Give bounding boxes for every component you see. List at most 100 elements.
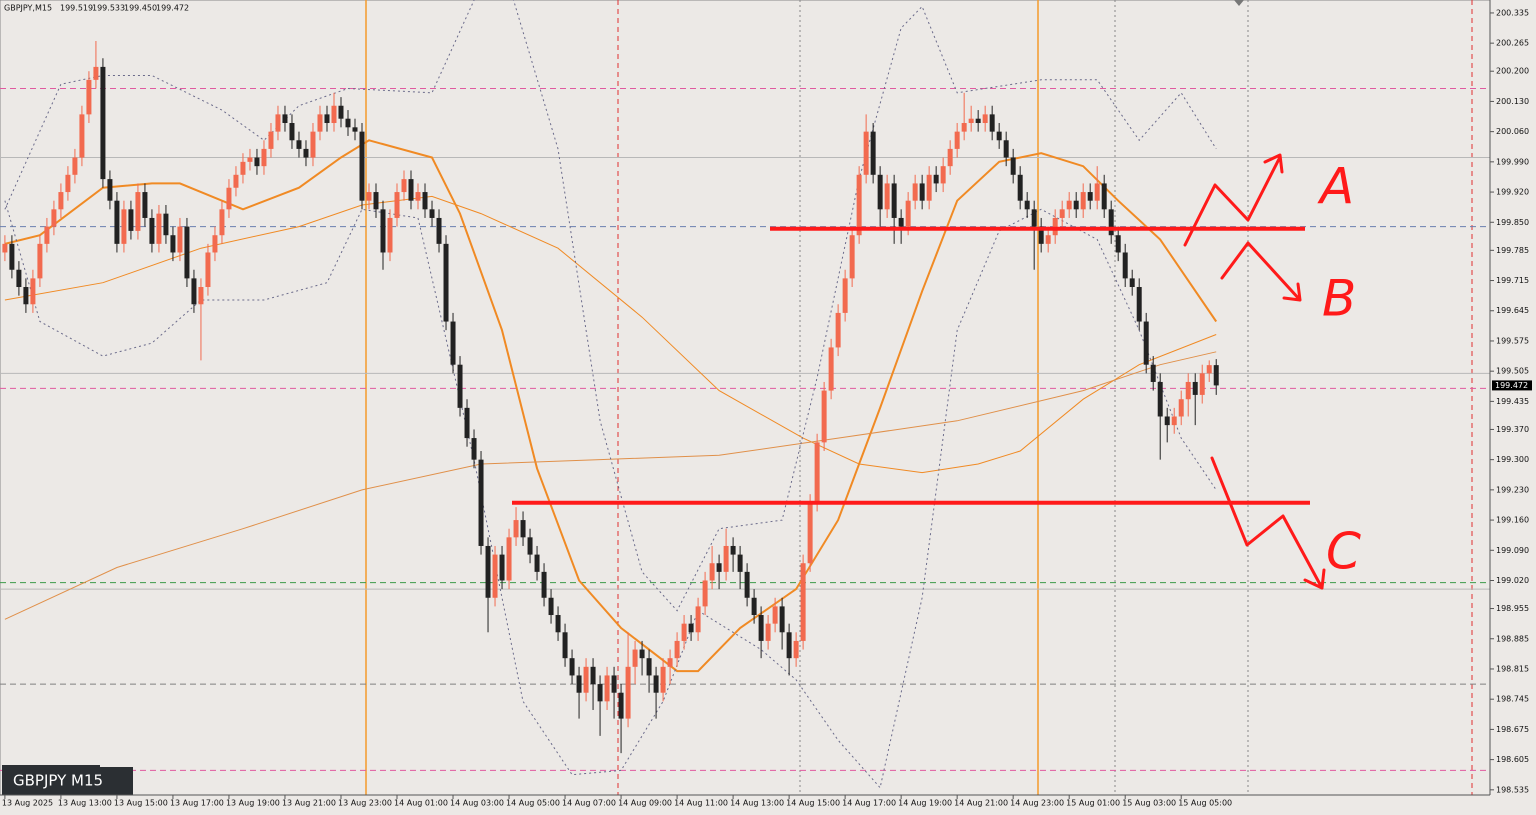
candle-body	[821, 390, 827, 443]
candle-body	[331, 105, 337, 124]
x-tick-label: 14 Aug 03:00	[450, 799, 504, 808]
indicator-line	[4, 195, 1217, 474]
candle-body	[975, 118, 981, 124]
time-axis-bg	[0, 795, 1490, 815]
candle-body	[1108, 209, 1114, 236]
candle-body	[968, 118, 974, 124]
y-tick-label: 199.435	[1496, 397, 1529, 406]
x-tick-label: 13 Aug 21:00	[282, 799, 336, 808]
candle-body	[79, 114, 85, 158]
candle-body	[93, 66, 99, 80]
candle-body	[387, 217, 393, 253]
candle-body	[765, 623, 771, 641]
y-tick-label: 200.335	[1496, 8, 1529, 17]
candle-body	[1206, 365, 1212, 374]
x-tick-label: 14 Aug 11:00	[674, 799, 728, 808]
candle-body	[919, 183, 925, 201]
candle-body	[51, 209, 57, 227]
y-tick-label: 200.265	[1496, 39, 1529, 48]
candle-body	[618, 692, 624, 719]
candle-body	[632, 649, 638, 667]
candle-body	[464, 407, 470, 439]
candle-body	[23, 287, 29, 305]
candle-body	[744, 571, 750, 598]
candle-body	[198, 287, 204, 305]
candle-body	[814, 442, 820, 503]
candle-body	[940, 166, 946, 184]
objects	[0, 87, 1490, 771]
candle-body	[849, 235, 855, 279]
candle-body	[513, 520, 519, 538]
candle-body	[1031, 209, 1037, 227]
candle-body	[555, 615, 561, 633]
candle-body	[1199, 373, 1205, 395]
candle-body	[37, 243, 43, 279]
candle-body	[471, 438, 477, 460]
candle-body	[219, 209, 225, 236]
candle-body	[142, 192, 148, 218]
candle-body	[345, 118, 351, 128]
candle-body	[835, 312, 841, 348]
candle-body	[1052, 217, 1058, 236]
candle-body	[548, 597, 554, 616]
candle-body	[842, 278, 848, 313]
candle-body	[450, 321, 456, 365]
y-tick-label: 199.505	[1496, 367, 1529, 376]
x-tick-label: 13 Aug 2025	[2, 799, 53, 808]
candle-body	[401, 179, 407, 193]
x-tick-label: 14 Aug 21:00	[954, 799, 1008, 808]
x-tick-label: 14 Aug 05:00	[506, 799, 560, 808]
candle-body	[681, 623, 687, 641]
candle-body	[485, 545, 491, 598]
candle-body	[499, 554, 505, 581]
candle-body	[884, 183, 890, 210]
price-axis-bg	[1490, 0, 1536, 815]
candle-body	[86, 79, 92, 115]
candle-body	[261, 148, 267, 167]
candle-body	[128, 209, 134, 231]
y-tick-label: 199.645	[1496, 306, 1529, 315]
candle-body	[856, 174, 862, 236]
x-tick-label: 14 Aug 15:00	[786, 799, 840, 808]
y-tick-label: 198.955	[1496, 604, 1529, 613]
drawings: A B C	[512, 153, 1361, 590]
candle-body	[1185, 381, 1191, 400]
candle-body	[44, 226, 50, 244]
candle-body	[226, 187, 232, 210]
candle-body	[1143, 321, 1149, 365]
candle-body	[807, 502, 813, 564]
ohlc-open: 199.519	[60, 4, 93, 13]
x-tick-label: 15 Aug 05:00	[1178, 799, 1232, 808]
candle-body	[205, 252, 211, 288]
ohlc-high: 199.533	[92, 4, 125, 13]
candle-body	[1150, 364, 1156, 382]
candle-body	[296, 140, 302, 149]
candle-body	[30, 278, 36, 305]
candle-body	[275, 114, 281, 132]
candle-body	[1136, 287, 1142, 322]
arrow-b	[1220, 241, 1302, 302]
candle-body	[576, 675, 582, 693]
candle-body	[443, 243, 449, 322]
x-tick-label: 14 Aug 13:00	[730, 799, 784, 808]
y-tick-label: 200.200	[1496, 67, 1529, 76]
x-tick-label: 13 Aug 13:00	[58, 799, 112, 808]
candle-body	[1024, 200, 1030, 210]
candle-body	[457, 364, 463, 408]
candle-body	[1171, 416, 1177, 426]
candle-body	[282, 114, 288, 124]
y-tick-label: 200.130	[1496, 97, 1529, 106]
y-tick-label: 199.920	[1496, 188, 1529, 197]
y-tick-label: 199.090	[1496, 546, 1529, 555]
candle-body	[1017, 174, 1023, 201]
candle-body	[709, 563, 715, 581]
indicator-line	[4, 351, 1217, 620]
candle-body	[527, 537, 533, 555]
candle-body	[338, 105, 344, 119]
x-tick-label: 13 Aug 23:00	[338, 799, 392, 808]
candle-body	[947, 148, 953, 167]
candle-body	[1010, 157, 1016, 175]
x-tick-label: 14 Aug 07:00	[562, 799, 616, 808]
